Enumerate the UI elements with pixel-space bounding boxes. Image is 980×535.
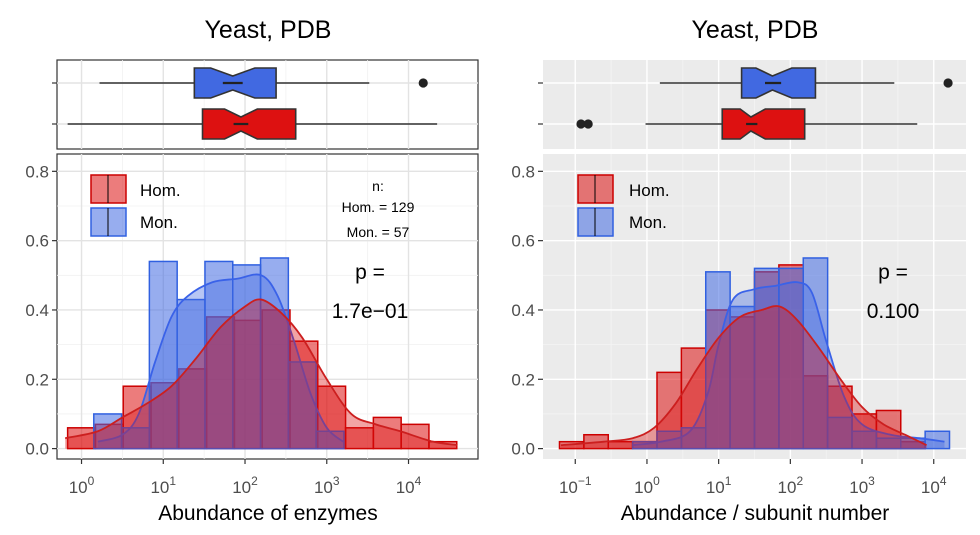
left-y-tick-label: 0.2 (25, 370, 49, 389)
left-pvalue-label: p = (355, 261, 385, 284)
left-hom-bar (372, 416, 402, 450)
left-legend-mon-label: Mon. (140, 213, 178, 232)
right-mon-bar (729, 305, 756, 450)
left-counts-mon: Mon. = 57 (347, 224, 410, 240)
right-x-tick-label: 10−1 (559, 474, 592, 497)
right-pvalue-value: 0.100 (867, 300, 920, 323)
right-hom-density-curve (560, 305, 927, 447)
right-y-tick-label: 0.8 (511, 162, 535, 181)
left-hom-density-area (65, 299, 458, 449)
left-y-tick-label: 0.6 (25, 232, 49, 251)
left-y-tick-label: 0.8 (25, 162, 49, 181)
left-hom-box (201, 108, 297, 140)
left-mon-bar (287, 361, 317, 450)
right-y-tick-label: 0.4 (511, 301, 535, 320)
left-y-tick-label: 0.4 (25, 301, 49, 320)
right-x-tick-label: 102 (778, 474, 804, 497)
right-x-tick-label: 101 (706, 474, 732, 497)
right-y-tick-label: 0.6 (511, 232, 535, 251)
left-mon-density-area (97, 274, 344, 449)
left-hom-bar (400, 423, 430, 450)
right-mon-bar (826, 416, 853, 450)
left-x-tick-label: 100 (69, 474, 95, 497)
right-y-tick-label: 0.2 (511, 370, 535, 389)
left-x-axis-label: Abundance of enzymes (158, 502, 377, 525)
right-title: Yeast, PDB (692, 16, 819, 44)
left-x-tick-label: 102 (232, 474, 258, 497)
left-x-tick-label: 101 (150, 474, 176, 497)
right-mon-outlier (943, 78, 953, 88)
left-x-tick-label: 104 (396, 474, 422, 497)
right-x-tick-label: 100 (634, 474, 660, 497)
right-x-tick-label: 104 (921, 474, 947, 497)
left-counts-hom: Hom. = 129 (342, 199, 415, 215)
right-y-tick-label: 0.0 (511, 440, 535, 459)
left-x-tick-label: 103 (314, 474, 340, 497)
right-mon-bar (704, 271, 731, 450)
right-hom-outlier (576, 119, 586, 129)
right-hom-box (721, 108, 806, 140)
left-hom-density-curve (64, 298, 458, 447)
left-legend: Hom. Mon. (90, 174, 181, 237)
right-legend: Hom. Mon. (577, 174, 670, 237)
right-legend-hom-label: Hom. (629, 181, 670, 200)
right-mon-density-curve (632, 281, 945, 447)
left-mon-density-curve (97, 273, 344, 443)
right-mon-density-area (632, 282, 945, 449)
right-chart: Yeast, PDB 0.0 0.2 0.4 0.6 0.8 10−1 100 101 102 1… (511, 16, 966, 525)
left-legend-hom-label: Hom. (140, 181, 181, 200)
left-mon-bar (176, 298, 206, 450)
right-hom-outlier (583, 119, 593, 129)
left-y-tick-label: 0.0 (25, 440, 49, 459)
left-mon-bar (232, 264, 262, 450)
left-counts-title: n: (372, 178, 384, 194)
right-x-tick-label: 103 (849, 474, 875, 497)
left-mon-bar (204, 260, 234, 450)
left-chart: Yeast, PDB 0.0 0.2 0.4 0.6 0.8 100 101 102 103 10… (25, 16, 479, 525)
right-pvalue-label: p = (878, 261, 908, 284)
left-mon-bar (148, 260, 178, 450)
left-pvalue-value: 1.7e−01 (332, 300, 409, 323)
right-hom-density-area (560, 306, 927, 449)
left-mon-outlier (418, 78, 428, 88)
right-x-axis-label: Abundance / subunit number (621, 502, 890, 525)
right-legend-mon-label: Mon. (629, 213, 667, 232)
left-title: Yeast, PDB (205, 16, 332, 44)
